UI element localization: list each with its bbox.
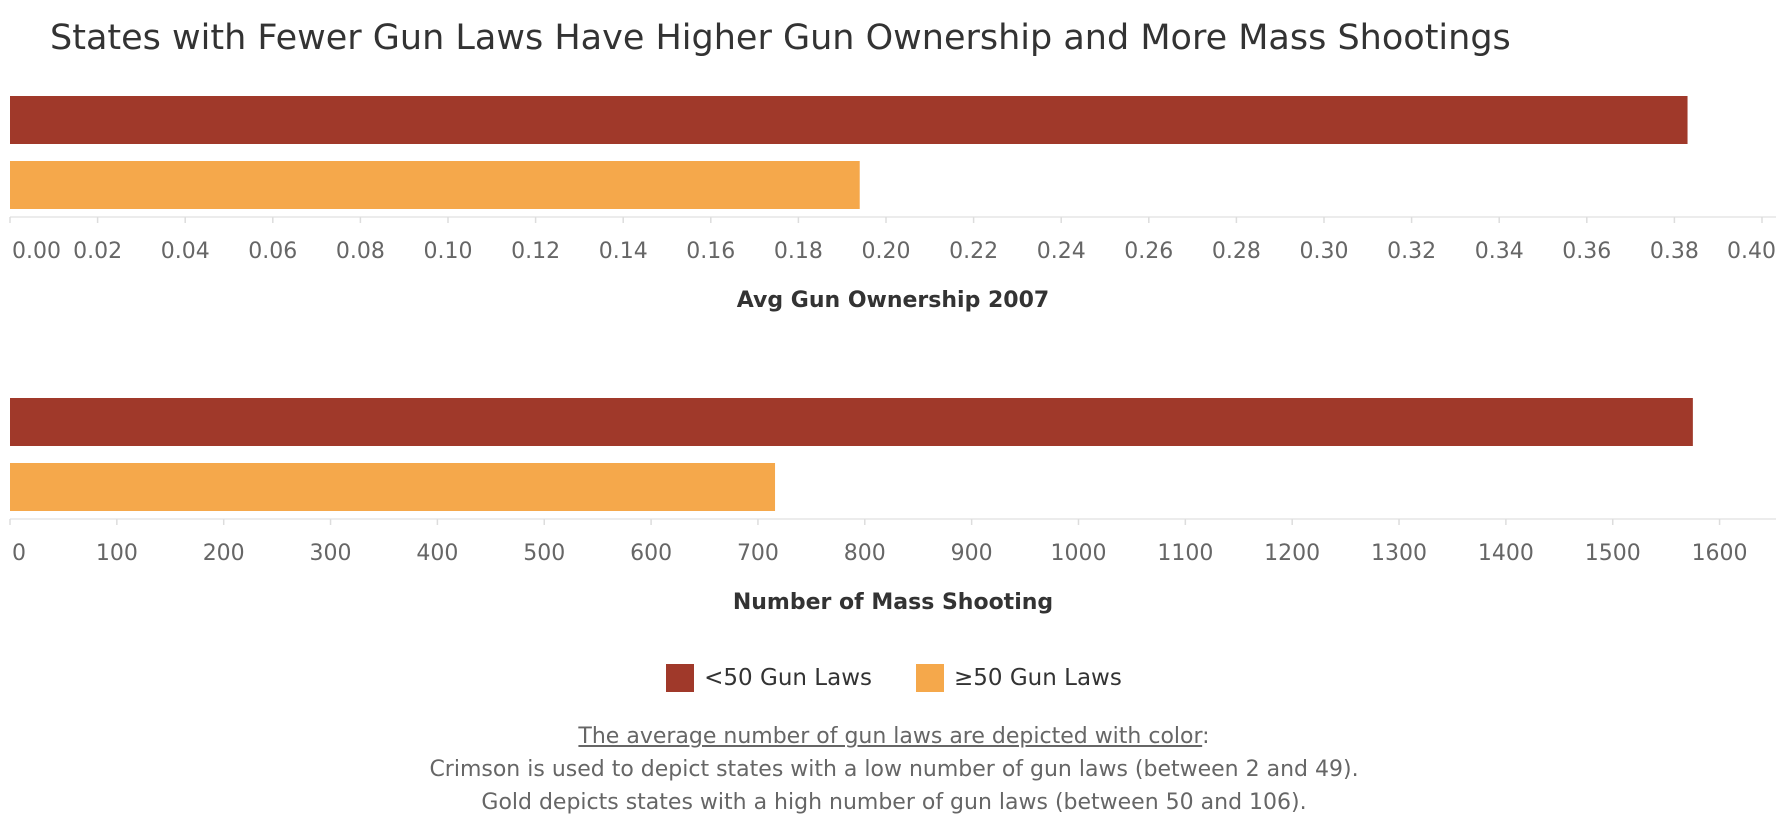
tick-label-chart2: 400 (416, 541, 458, 566)
tick-label-chart2: 1300 (1371, 541, 1427, 566)
caption: The average number of gun laws are depic… (0, 720, 1788, 819)
tick-label-chart1: 0.10 (424, 239, 473, 264)
tick-label-chart1: 0.40 (1727, 239, 1776, 264)
tick-label-chart2: 900 (951, 541, 993, 566)
tick-label-chart1: 0.36 (1562, 239, 1611, 264)
tick-label-chart2: 100 (96, 541, 138, 566)
caption-colon: : (1202, 724, 1210, 749)
tick-label-chart1: 0.08 (336, 239, 385, 264)
tick-label-chart1: 0.34 (1475, 239, 1524, 264)
tick-label-chart1: 0.04 (161, 239, 210, 264)
tick-label-chart1: 0.32 (1387, 239, 1436, 264)
tick-label-chart2: 300 (310, 541, 352, 566)
tick-label-chart1: 0.12 (511, 239, 560, 264)
tick-label-chart1: 0.18 (774, 239, 823, 264)
bar-chart2-low-laws (10, 398, 1693, 446)
tick-label-chart2: 700 (737, 541, 779, 566)
tick-label-chart1: 0.30 (1300, 239, 1349, 264)
tick-label-chart1: 0.28 (1212, 239, 1261, 264)
tick-label-chart2: 500 (523, 541, 565, 566)
axis-title-chart1: Avg Gun Ownership 2007 (737, 288, 1049, 313)
tick-label-chart2: 200 (203, 541, 245, 566)
caption-line-2: Gold depicts states with a high number o… (481, 790, 1307, 815)
tick-label-chart2: 1400 (1478, 541, 1534, 566)
legend-item-low[interactable]: <50 Gun Laws (666, 664, 872, 692)
tick-label-chart2: 800 (844, 541, 886, 566)
caption-heading: The average number of gun laws are depic… (578, 724, 1203, 749)
legend-label-low: <50 Gun Laws (704, 665, 872, 691)
tick-label-chart1: 0.22 (949, 239, 998, 264)
legend-item-high[interactable]: ≥50 Gun Laws (916, 664, 1122, 692)
legend: <50 Gun Laws ≥50 Gun Laws (0, 664, 1788, 692)
tick-label-chart2: 0 (12, 541, 26, 566)
tick-label-chart1: 0.16 (686, 239, 735, 264)
tick-label-chart1: 0.38 (1650, 239, 1699, 264)
tick-label-chart1: 0.02 (73, 239, 122, 264)
tick-label-chart2: 1100 (1157, 541, 1213, 566)
tick-label-chart2: 600 (630, 541, 672, 566)
bar-chart1-low-laws (10, 96, 1688, 144)
tick-label-chart1: 0.00 (12, 239, 61, 264)
tick-label-chart1: 0.14 (599, 239, 648, 264)
tick-label-chart1: 0.06 (248, 239, 297, 264)
tick-label-chart2: 1600 (1692, 541, 1748, 566)
legend-label-high: ≥50 Gun Laws (954, 665, 1122, 691)
caption-line-1: Crimson is used to depict states with a … (429, 757, 1359, 782)
bar-chart2-high-laws (10, 463, 776, 511)
axis-title-chart2: Number of Mass Shooting (733, 590, 1053, 615)
bar-chart1-high-laws (10, 161, 860, 209)
tick-label-chart2: 1500 (1585, 541, 1641, 566)
legend-swatch-gold (916, 664, 944, 692)
tick-label-chart1: 0.20 (862, 239, 911, 264)
tick-label-chart2: 1000 (1050, 541, 1106, 566)
tick-label-chart2: 1200 (1264, 541, 1320, 566)
chart-title: States with Fewer Gun Laws Have Higher G… (50, 18, 1511, 58)
tick-label-chart1: 0.26 (1124, 239, 1173, 264)
tick-label-chart1: 0.24 (1037, 239, 1086, 264)
legend-swatch-crimson (666, 664, 695, 692)
